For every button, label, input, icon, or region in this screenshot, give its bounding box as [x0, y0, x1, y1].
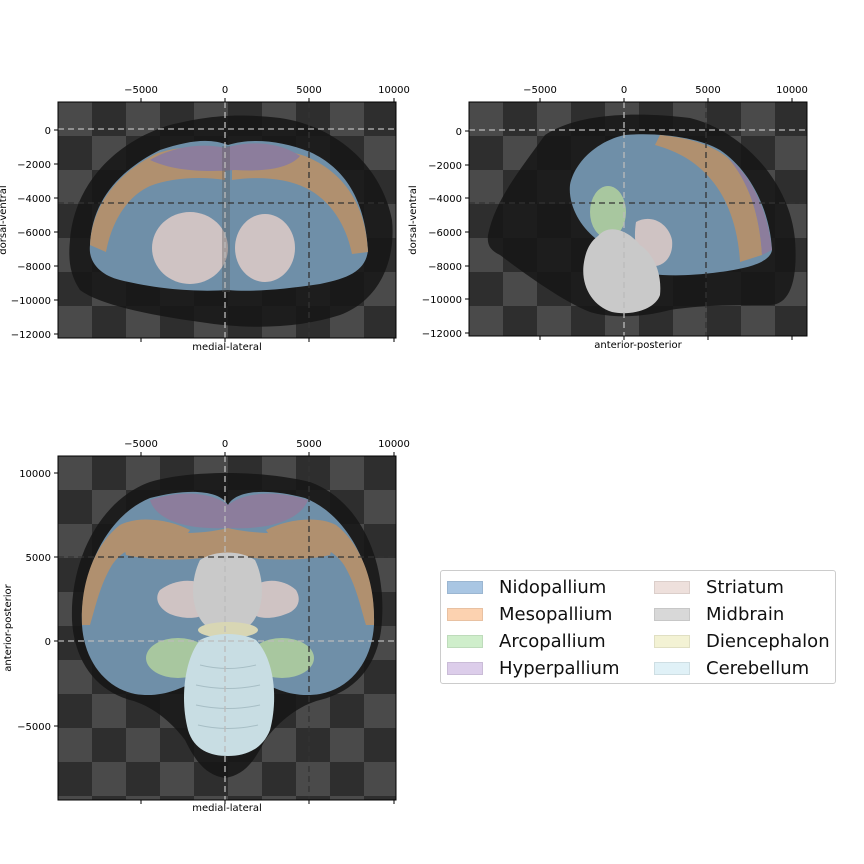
legend-item-nidopallium: Nidopallium: [447, 576, 607, 598]
panel-axial: −5000 0 5000 10000 10000 5000 0 −5000 me…: [3, 439, 410, 814]
y-axis-label: dorsal-ventral: [408, 185, 419, 254]
x-axis-label: medial-lateral: [192, 803, 262, 814]
x-tick: 10000: [776, 85, 808, 96]
x-tick: 0: [621, 85, 627, 96]
legend-swatch: [447, 607, 483, 621]
y-tick: −4000: [17, 194, 51, 205]
legend-item-arcopallium: Arcopallium: [447, 630, 606, 652]
legend-swatch: [447, 661, 483, 675]
legend-label: Striatum: [706, 576, 784, 598]
y-tick: −4000: [428, 194, 462, 205]
y-tick: −10000: [422, 295, 462, 306]
legend-item-cerebellum: Cerebellum: [654, 657, 810, 679]
x-tick: −5000: [124, 439, 158, 450]
legend-item-hyperpallium: Hyperpallium: [447, 657, 620, 679]
legend-label: Mesopallium: [499, 603, 613, 625]
axes-frame: [57, 101, 397, 339]
legend-item-striatum: Striatum: [654, 576, 784, 598]
legend-swatch: [654, 661, 690, 675]
legend-swatch: [654, 607, 690, 621]
x-tick: 5000: [695, 85, 720, 96]
legend-label: Hyperpallium: [499, 657, 620, 679]
legend-swatch: [447, 634, 483, 648]
x-axis-label: anterior-posterior: [594, 340, 682, 351]
legend-label: Diencephalon: [706, 630, 830, 652]
x-tick: 10000: [378, 85, 410, 96]
legend-item-midbrain: Midbrain: [654, 603, 785, 625]
coronal-brain-image: [69, 115, 393, 327]
legend-swatch: [654, 580, 690, 594]
legend: Nidopallium Mesopallium Arcopallium Hype…: [440, 570, 836, 684]
y-tick: −8000: [428, 262, 462, 273]
y-tick: 0: [456, 127, 462, 138]
x-tick: 0: [222, 439, 228, 450]
legend-swatch: [654, 634, 690, 648]
y-tick: −12000: [11, 330, 51, 341]
y-tick: −2000: [428, 161, 462, 172]
legend-item-mesopallium: Mesopallium: [447, 603, 613, 625]
y-tick: −5000: [17, 722, 51, 733]
x-tick: 5000: [296, 85, 321, 96]
x-tick: 0: [222, 85, 228, 96]
legend-label: Cerebellum: [706, 657, 810, 679]
legend-label: Midbrain: [706, 603, 785, 625]
y-tick: 10000: [19, 469, 51, 480]
x-axis-label: medial-lateral: [192, 342, 262, 353]
y-tick: −8000: [17, 262, 51, 273]
x-tick: −5000: [523, 85, 557, 96]
axes-frame: [468, 101, 808, 337]
sagittal-brain-image: [487, 114, 796, 317]
y-axis-label: anterior-posterior: [3, 583, 14, 671]
legend-label: Nidopallium: [499, 576, 607, 598]
y-tick: −10000: [11, 296, 51, 307]
panel-sagittal: −5000 0 5000 10000 0 −2000 −4000 −6000 −…: [408, 85, 808, 351]
y-tick: −6000: [17, 228, 51, 239]
panel-coronal: −5000 0 5000 10000 0 −2000 −4000 −6000 −…: [0, 85, 410, 353]
y-tick: 0: [45, 637, 51, 648]
y-tick: 0: [45, 126, 51, 137]
legend-label: Arcopallium: [499, 630, 606, 652]
y-tick: −6000: [428, 228, 462, 239]
legend-item-diencephalon: Diencephalon: [654, 630, 830, 652]
legend-swatch: [447, 580, 483, 594]
y-tick: −12000: [422, 329, 462, 340]
y-tick: 5000: [26, 553, 51, 564]
y-axis-label: dorsal-ventral: [0, 185, 9, 254]
x-tick: 10000: [378, 439, 410, 450]
x-tick: −5000: [124, 85, 158, 96]
axial-brain-image: [71, 473, 383, 778]
axes-frame: [57, 455, 397, 801]
x-tick: 5000: [296, 439, 321, 450]
y-tick: −2000: [17, 160, 51, 171]
